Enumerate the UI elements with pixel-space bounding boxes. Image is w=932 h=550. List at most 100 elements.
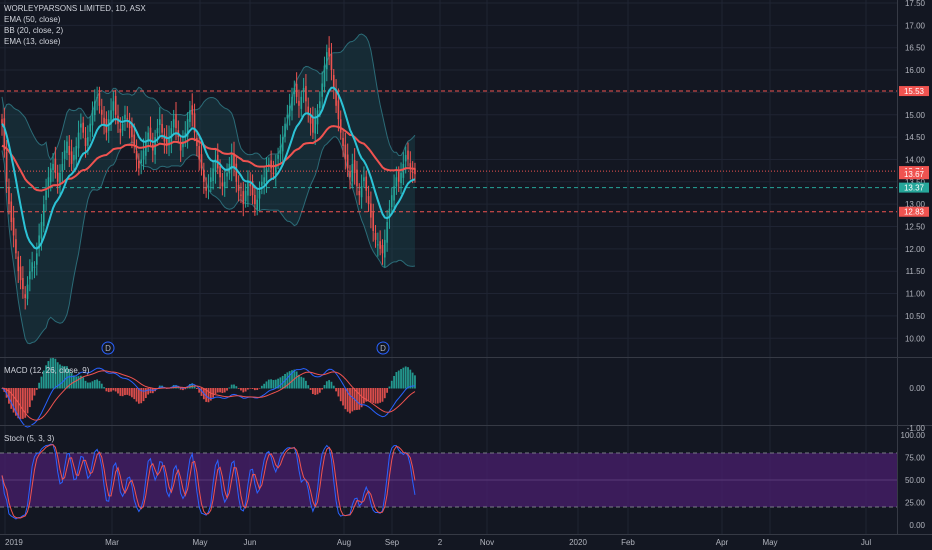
candle-body — [82, 122, 84, 133]
macd-label[interactable]: MACD (12, 26, close, 9) — [4, 366, 90, 375]
candle — [38, 223, 40, 257]
candle-body — [247, 181, 249, 196]
candle — [390, 187, 393, 213]
candle-body — [400, 172, 402, 184]
price-axis[interactable]: 17.5017.0016.5016.0015.5015.0014.5014.00… — [901, 0, 926, 530]
candle — [349, 165, 351, 190]
macd-line — [1, 367, 416, 428]
main-legend: WORLEYPARSONS LIMITED, 1D, ASX EMA (50, … — [4, 3, 146, 47]
candle-body — [360, 186, 363, 198]
candle — [61, 151, 64, 182]
candle — [258, 181, 261, 211]
macd-hist-bar — [230, 384, 233, 389]
macd-hist-bar — [84, 380, 87, 389]
macd-hist-bar — [263, 383, 266, 389]
macd-hist-bar — [390, 380, 393, 389]
candle — [45, 178, 47, 212]
candle-body — [372, 212, 374, 231]
stoch-tick-label: 50.00 — [905, 476, 926, 485]
candle — [200, 142, 203, 176]
candle-body — [309, 115, 312, 124]
candle-body — [370, 203, 372, 218]
macd-hist-bar — [295, 371, 298, 389]
candle-body — [402, 163, 405, 178]
time-axis[interactable]: 2019 Mar May Jun Aug Sep 2 Nov 2020 Feb Apr May Jul — [5, 538, 871, 547]
macd-hist-bar — [265, 381, 268, 389]
candle-body — [374, 232, 377, 240]
candle — [22, 266, 24, 299]
candle-body — [172, 119, 175, 128]
candle — [212, 161, 214, 190]
macd-hist-bar — [228, 387, 231, 389]
candle — [75, 137, 78, 170]
price-badge-bg — [899, 169, 929, 180]
candle-body — [214, 159, 217, 172]
macd-hist-bar — [68, 369, 71, 389]
candle — [165, 125, 168, 154]
candle-body — [291, 96, 293, 111]
candle — [305, 74, 307, 113]
candle — [254, 185, 256, 216]
study-ema13[interactable]: EMA (13, close) — [4, 37, 61, 46]
price-tick-label: 12.00 — [905, 245, 926, 254]
candle-body — [17, 256, 20, 272]
candle — [302, 77, 305, 103]
macd-hist-bar — [244, 388, 247, 392]
dividend-marker[interactable]: D — [101, 341, 115, 355]
time-tick-label: Apr — [716, 538, 729, 547]
candle-body — [305, 86, 307, 102]
candle — [103, 106, 105, 135]
candle-body — [36, 253, 38, 265]
macd-legend: MACD (12, 26, close, 9) — [4, 365, 89, 376]
candle — [295, 72, 298, 104]
candle — [193, 103, 196, 142]
candle — [3, 107, 6, 158]
macd-hist-bar — [117, 388, 119, 394]
macd-hist-bar — [75, 376, 78, 389]
candle-body — [87, 137, 89, 146]
macd-hist-bar — [47, 361, 50, 389]
candle-body — [256, 199, 258, 210]
candle — [356, 160, 358, 196]
candle — [98, 86, 101, 114]
candle-body — [147, 132, 149, 141]
macd-hist-bar — [381, 388, 384, 402]
macd-hist-bar — [93, 380, 96, 389]
study-bb[interactable]: BB (20, close, 2) — [4, 26, 64, 35]
candle — [365, 170, 368, 203]
candle-body — [52, 163, 54, 170]
candle-body — [210, 177, 212, 182]
macd-hist-bar — [339, 388, 342, 402]
candle-body — [175, 114, 177, 129]
time-tick-label: Aug — [337, 538, 351, 547]
macd-hist-bar — [52, 357, 54, 389]
symbol-title[interactable]: WORLEYPARSONS LIMITED, 1D, ASX — [4, 4, 146, 13]
candle — [24, 286, 26, 310]
candle-body — [33, 266, 36, 268]
macd-hist-bar — [70, 373, 73, 389]
candle — [128, 112, 131, 139]
candle-body — [63, 150, 66, 159]
macd-hist-bar — [189, 384, 191, 389]
price-tick-label: 11.00 — [906, 290, 926, 299]
price-tick-label: 17.50 — [905, 0, 926, 8]
stoch-label[interactable]: Stoch (5, 3, 3) — [4, 434, 55, 443]
candle — [68, 135, 71, 168]
dividend-circle — [376, 341, 390, 355]
macd-tick-label: -1.00 — [907, 424, 926, 433]
macd-hist-bar — [42, 370, 45, 389]
candle-body — [300, 96, 303, 109]
dividend-marker[interactable]: D — [376, 341, 390, 355]
candle-body — [261, 181, 263, 186]
time-tick-label: Nov — [480, 538, 494, 547]
candle-body — [49, 168, 52, 183]
study-ema50[interactable]: EMA (50, close) — [4, 15, 61, 24]
macd-hist-bar — [235, 386, 238, 389]
candle-body — [335, 89, 337, 106]
macd-hist-bar — [281, 375, 284, 389]
candles[interactable] — [1, 36, 416, 310]
price-badge-bg — [899, 206, 929, 217]
macd-hist-bar — [77, 376, 80, 389]
